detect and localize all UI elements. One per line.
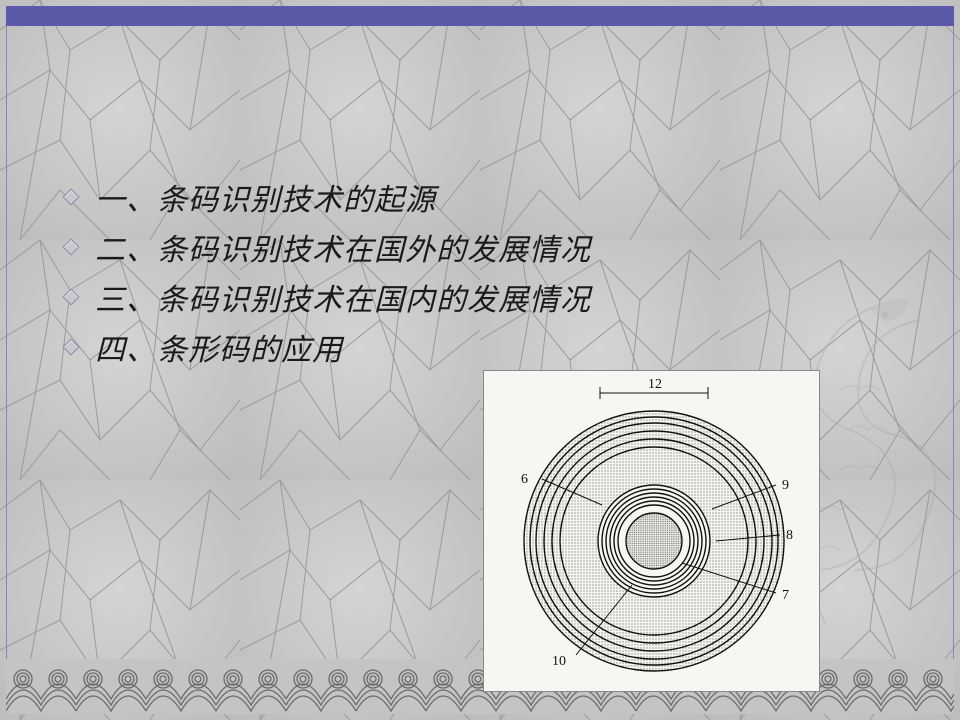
top-accent-bar bbox=[6, 6, 954, 26]
callout-label: 9 bbox=[782, 478, 789, 493]
callout-label: 6 bbox=[521, 472, 528, 487]
diamond-bullet-icon bbox=[63, 289, 80, 306]
bullseye-barcode-diagram: 12 bbox=[483, 370, 820, 692]
bullet-list: 一、条码识别技术的起源 二、条码识别技术在国外的发展情况 三、条码识别技术在国内… bbox=[65, 175, 591, 375]
callout-label: 7 bbox=[782, 588, 789, 603]
bullet-text: 一、条码识别技术的起源 bbox=[95, 175, 436, 219]
diamond-bullet-icon bbox=[63, 239, 80, 256]
scale-bar-label: 12 bbox=[648, 377, 662, 392]
bullet-text: 三、条码识别技术在国内的发展情况 bbox=[95, 275, 591, 319]
ring-group bbox=[524, 411, 784, 671]
diamond-bullet-icon bbox=[63, 339, 80, 356]
list-item: 三、条码识别技术在国内的发展情况 bbox=[65, 275, 591, 319]
callout-label: 10 bbox=[552, 654, 566, 669]
slide: 一、条码识别技术的起源 二、条码识别技术在国外的发展情况 三、条码识别技术在国内… bbox=[0, 0, 960, 720]
list-item: 一、条码识别技术的起源 bbox=[65, 175, 591, 219]
diamond-bullet-icon bbox=[63, 189, 80, 206]
callout-label: 8 bbox=[786, 528, 793, 543]
list-item: 二、条码识别技术在国外的发展情况 bbox=[65, 225, 591, 269]
list-item: 四、条形码的应用 bbox=[65, 325, 591, 369]
bullet-text: 二、条码识别技术在国外的发展情况 bbox=[95, 225, 591, 269]
bullet-text: 四、条形码的应用 bbox=[95, 325, 343, 369]
